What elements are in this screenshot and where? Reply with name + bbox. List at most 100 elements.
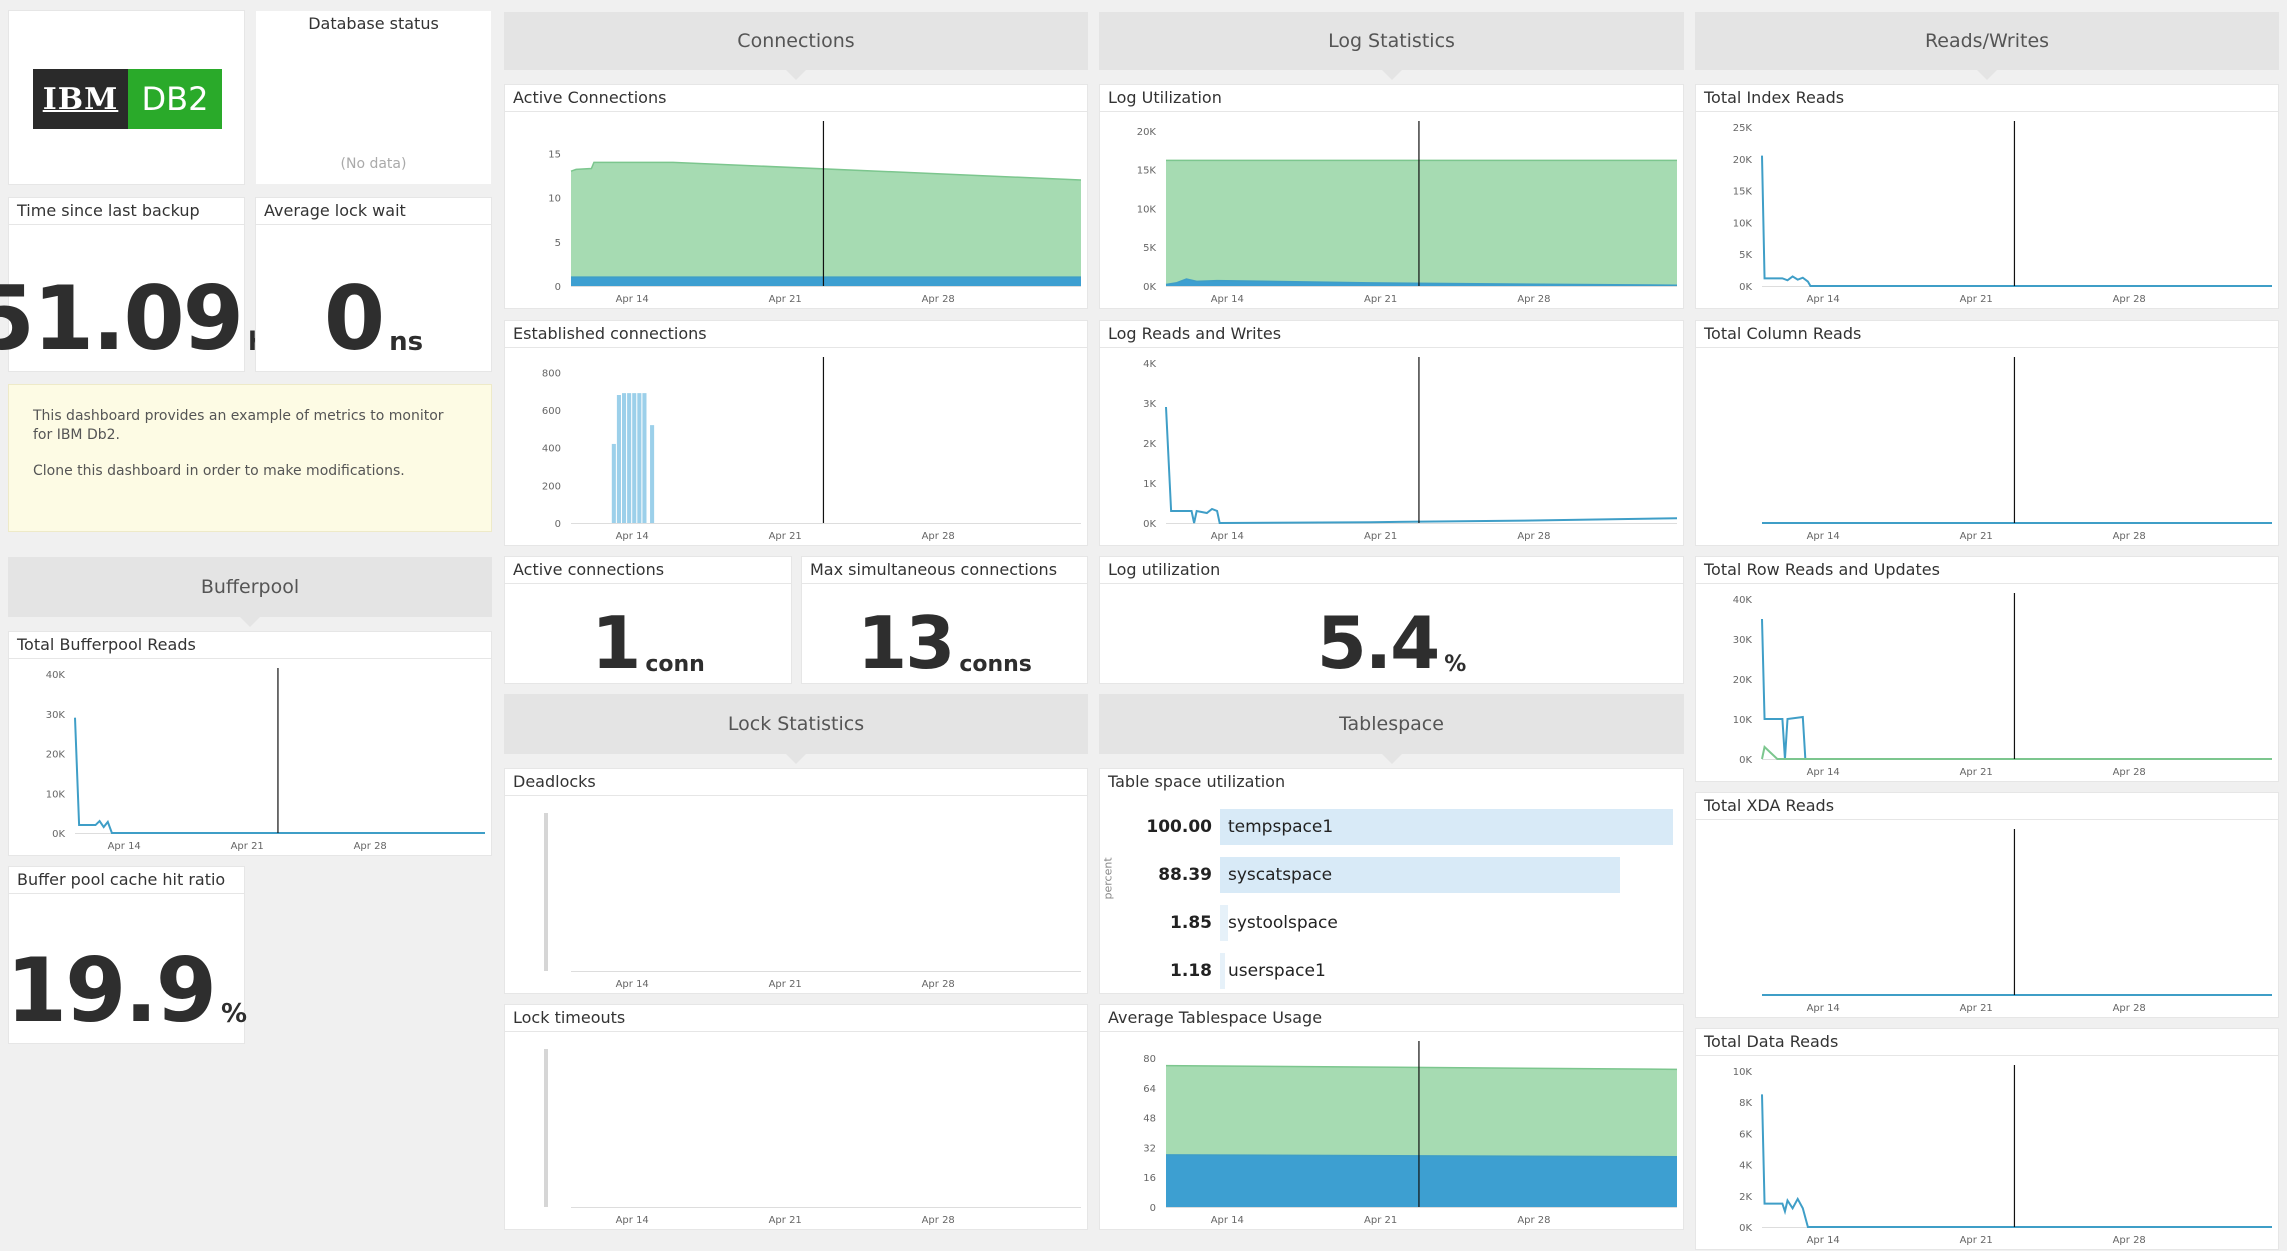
y-tick-label: 48: [1143, 1114, 1156, 1125]
x-tick-label: Apr 21: [769, 979, 802, 990]
average-lock-wait-widget[interactable]: Average lock wait 0 ns: [255, 197, 492, 372]
query-value: 5.4%: [1316, 601, 1467, 685]
x-tick-label: Apr 28: [1517, 1215, 1550, 1226]
y-tick-label: 20K: [1137, 127, 1157, 138]
y-tick-label: 15K: [1733, 187, 1753, 198]
area-series-line: [570, 161, 1082, 181]
area-series-line: [1165, 278, 1678, 286]
total-data-reads-chart[interactable]: Total Data Reads 0K 2K 4K 6K 8K 10K Apr 14 Apr 2…: [1695, 1028, 2279, 1250]
lock-timeouts-chart[interactable]: Lock timeouts Apr 14 Apr 21 Apr 28: [504, 1004, 1088, 1230]
x-tick-label: Apr 28: [1517, 531, 1550, 542]
x-tick-label: Apr 28: [2113, 1235, 2146, 1246]
log-utilization-value-widget[interactable]: Log utilization 5.4%: [1099, 556, 1684, 684]
x-tick-label: Apr 28: [922, 531, 955, 542]
y-tick-label: 3K: [1143, 399, 1156, 410]
x-tick-label: Apr 21: [769, 294, 802, 305]
area-series: [571, 277, 1081, 286]
widget-title: Log Utilization: [1108, 88, 1222, 107]
y-tick-label: 1K: [1143, 479, 1156, 490]
toplist-row[interactable]: 88.39 syscatspace: [1124, 857, 1683, 893]
group-log-statistics: Log Statistics: [1099, 12, 1684, 80]
database-status-widget[interactable]: Database status (No data): [255, 10, 492, 185]
established-connections-chart[interactable]: Established connections 0 200 400 600 800 Apr …: [504, 320, 1088, 546]
logo-widget: IBM DB2: [8, 10, 245, 185]
log-reads-writes-chart[interactable]: Log Reads and Writes 0K 1K 2K 3K 4K Apr 14 Apr …: [1099, 320, 1684, 546]
y-tick-label: 80: [1143, 1054, 1156, 1065]
active-connections-chart[interactable]: Active Connections 0 5 10 15 Apr 14 Apr 21 Apr …: [504, 84, 1088, 309]
y-tick-label: 10K: [1733, 218, 1753, 229]
x-tick-label: Apr 21: [1960, 294, 1993, 305]
y-tick-label: 0: [555, 519, 561, 530]
dashboard-note: This dashboard provides an example of me…: [8, 384, 492, 532]
widget-title: Max simultaneous connections: [810, 560, 1058, 579]
no-data-label: (No data): [340, 156, 407, 172]
total-row-reads-updates-chart[interactable]: Total Row Reads and Updates 0K 10K 20K 30K 40…: [1695, 556, 2279, 782]
y-tick-label: 15: [548, 150, 561, 161]
toplist-row[interactable]: 100.00 tempspace1: [1124, 809, 1683, 845]
toplist-name: systoolspace: [1228, 913, 1338, 933]
y-tick-label: 600: [542, 406, 561, 417]
toplist-name: syscatspace: [1228, 865, 1333, 885]
max-connections-value-widget[interactable]: Max simultaneous connections 13 conns: [801, 556, 1088, 684]
y-tick-label: 40K: [1733, 595, 1753, 606]
widget-title: Table space utilization: [1108, 772, 1286, 791]
chart-plot: 0K 5K 10K 15K 20K 25K Apr 14 Apr 21 Apr 28: [1733, 121, 2272, 305]
widget-title: Lock timeouts: [513, 1008, 626, 1027]
y-tick-label: 0K: [52, 829, 65, 840]
x-tick-label: Apr 14: [1211, 294, 1244, 305]
y-tick-label: 20K: [46, 750, 66, 761]
toplist-row[interactable]: 1.18 userspace1: [1124, 953, 1683, 989]
chart-plot: 0K 5K 10K 15K 20K Apr 14 Apr 21 Apr 28: [1137, 121, 1678, 305]
toplist-value: 88.39: [1158, 865, 1212, 885]
chart-plot: 0K 10K 20K 30K 40K Apr 14 Apr 21 Apr 28: [1733, 593, 2272, 778]
x-tick-label: Apr 14: [616, 531, 649, 542]
group-connections: Connections: [504, 12, 1088, 80]
widget-title: Average lock wait: [264, 201, 406, 220]
y-tick-label: 10K: [1733, 715, 1753, 726]
toplist-bar: [1220, 953, 1226, 989]
line-series: [74, 717, 485, 834]
y-tick-label: 0K: [1739, 755, 1752, 766]
y-tick-label: 6K: [1739, 1129, 1752, 1140]
table-space-utilization-widget[interactable]: Table space utilization percent 100.00 te…: [1099, 768, 1684, 994]
x-tick-label: Apr 28: [2113, 531, 2146, 542]
x-tick-label: Apr 28: [2113, 1003, 2146, 1014]
y-tick-label: 20K: [1733, 675, 1753, 686]
widget-title: Buffer pool cache hit ratio: [17, 870, 226, 889]
chart-plot: 0K 2K 4K 6K 8K 10K Apr 14 Apr 21 Apr 28: [1733, 1065, 2272, 1246]
bar: [632, 393, 637, 523]
query-value: 0 ns: [323, 267, 424, 370]
toplist-bar: [1220, 857, 1621, 893]
x-tick-label: Apr 21: [769, 531, 802, 542]
log-utilization-chart[interactable]: Log Utilization 0K 5K 10K 15K 20K Apr 14 Apr 21…: [1099, 84, 1684, 309]
y-tick-label: 20K: [1733, 155, 1753, 166]
deadlocks-chart[interactable]: Deadlocks Apr 14 Apr 21 Apr 28: [504, 768, 1088, 994]
buffer-pool-cache-hit-widget[interactable]: Buffer pool cache hit ratio 19.9%: [6, 866, 247, 1044]
time-since-backup-widget[interactable]: Time since last backup 51.09hr: [0, 197, 279, 372]
toplist-value: 100.00: [1146, 817, 1212, 837]
area-series: [1166, 160, 1677, 286]
toplist-bar: [1220, 809, 1673, 845]
chart-plot: 0 200 400 600 800 Apr 14 Apr 21 Apr 28: [542, 357, 1081, 542]
toplist-value: 1.18: [1170, 961, 1212, 981]
y-tick-label: 0K: [1143, 519, 1156, 530]
total-index-reads-chart[interactable]: Total Index Reads 0K 5K 10K 15K 20K 25K Apr 14 A…: [1695, 84, 2279, 309]
x-tick-label: Apr 14: [1807, 1235, 1840, 1246]
chart-plot: Apr 14 Apr 21 Apr 28: [544, 813, 1081, 990]
total-column-reads-chart[interactable]: Total Column Reads Apr 14 Apr 21 Apr 28: [1695, 320, 2279, 546]
y-tick-label: 200: [542, 481, 561, 492]
line-series: [1761, 618, 2272, 760]
widget-title: Total Row Reads and Updates: [1704, 560, 1940, 579]
widget-title: Total Index Reads: [1704, 88, 1845, 107]
active-connections-value-widget[interactable]: Active connections 1 conn: [504, 556, 792, 684]
average-tablespace-usage-chart[interactable]: Average Tablespace Usage 0 16 32 48 64 80 Apr 1…: [1099, 1004, 1684, 1230]
query-value: 13 conns: [857, 601, 1032, 685]
widget-title: Time since last backup: [17, 201, 200, 220]
y-tick-label: 2K: [1143, 439, 1156, 450]
x-tick-label: Apr 14: [1807, 1003, 1840, 1014]
total-bufferpool-reads-chart[interactable]: Total Bufferpool Reads 0K 10K 20K 30K 40K Apr …: [8, 631, 492, 856]
chart-plot: Apr 14 Apr 21 Apr 28: [1762, 829, 2272, 1014]
toplist-row[interactable]: 1.85 systoolspace: [1124, 905, 1683, 941]
total-xda-reads-chart[interactable]: Total XDA Reads Apr 14 Apr 21 Apr 28: [1695, 792, 2279, 1018]
area-series-line: [1165, 1154, 1678, 1158]
